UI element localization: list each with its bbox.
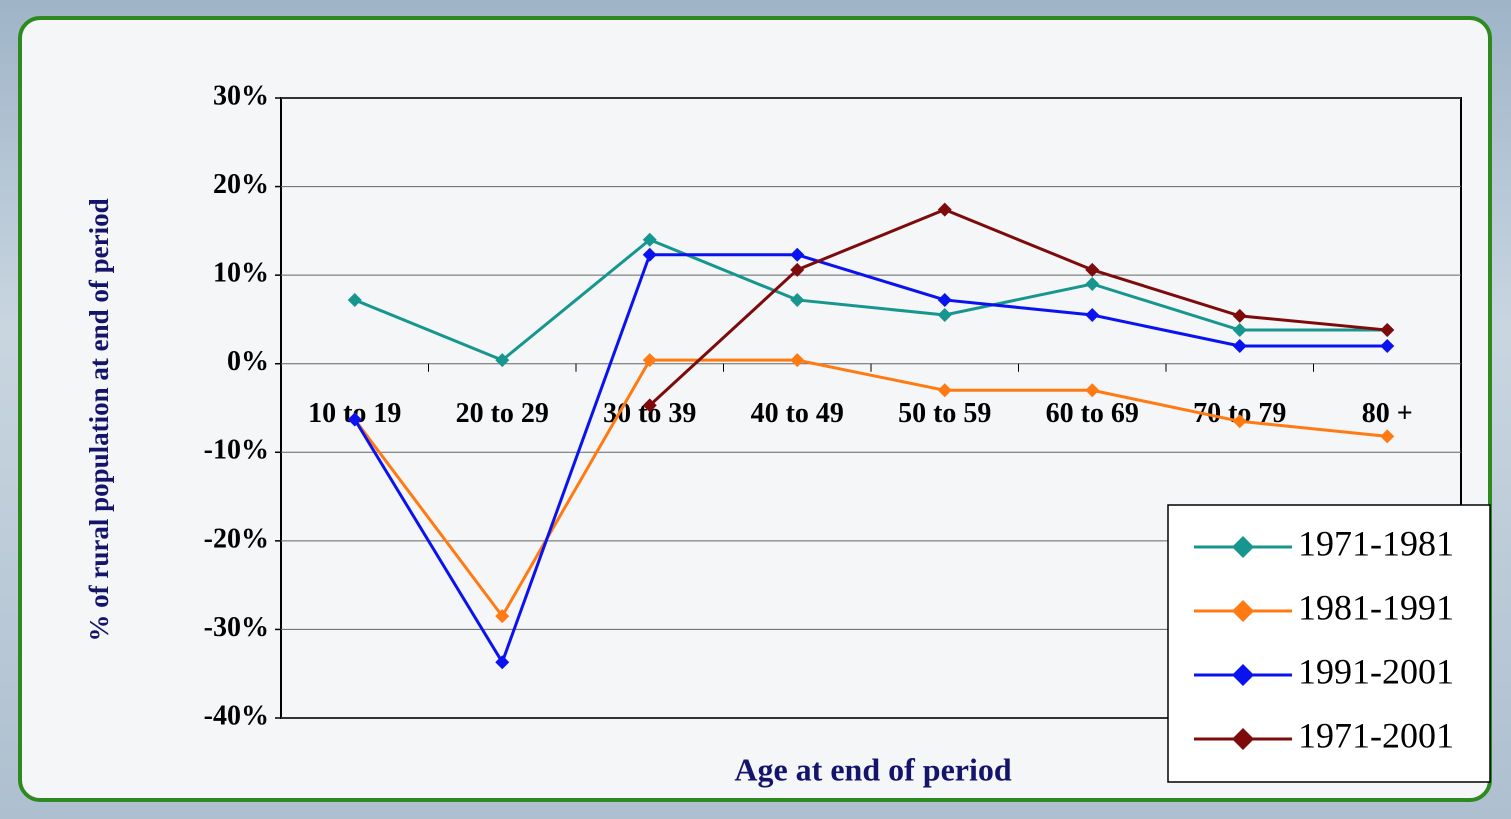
point [1380,429,1394,443]
point [790,248,804,262]
x-tick-label: 60 to 69 [1046,398,1139,429]
point [1085,277,1099,291]
y-tick-label: 20% [213,169,269,200]
point [643,353,657,367]
y-tick-label: -10% [204,435,269,466]
point [938,203,952,217]
chart: Age at end of period -40% -30% -20% -10% 0% 1… [0,0,1511,819]
point [495,655,509,669]
point [1380,323,1394,337]
y-tick-label: -30% [204,612,269,643]
legend-label: 1991-2001 [1298,651,1454,691]
x-tick-label: 20 to 29 [456,398,549,429]
legend-label: 1971-1981 [1298,523,1454,563]
y-tick-label: -40% [204,700,269,731]
legend-label: 1981-1991 [1298,587,1454,627]
point [643,248,657,262]
y-tick-label: 0% [227,346,269,377]
point [348,293,362,307]
point [1233,339,1247,353]
x-tick-label: 50 to 59 [898,398,991,429]
point [938,293,952,307]
point [1233,309,1247,323]
point [1085,308,1099,322]
x-axis-title: Age at end of period [734,751,1012,787]
y-axis-title: % of rural population at end of period [83,140,115,700]
point [1233,323,1247,337]
point [790,293,804,307]
legend-label: 1971-2001 [1298,715,1454,755]
y-tick-label: -20% [204,523,269,554]
point [1380,339,1394,353]
y-tick-label: 30% [213,80,269,111]
series-line [355,240,1388,360]
x-tick-label: 80 + [1362,398,1413,429]
x-tick-label: 40 to 49 [751,398,844,429]
point [938,308,952,322]
point [938,383,952,397]
point [790,353,804,367]
page: Age at end of period -40% -30% -20% -10% 0% 1… [0,0,1511,819]
y-tick-label: 10% [213,258,269,289]
point [1085,383,1099,397]
